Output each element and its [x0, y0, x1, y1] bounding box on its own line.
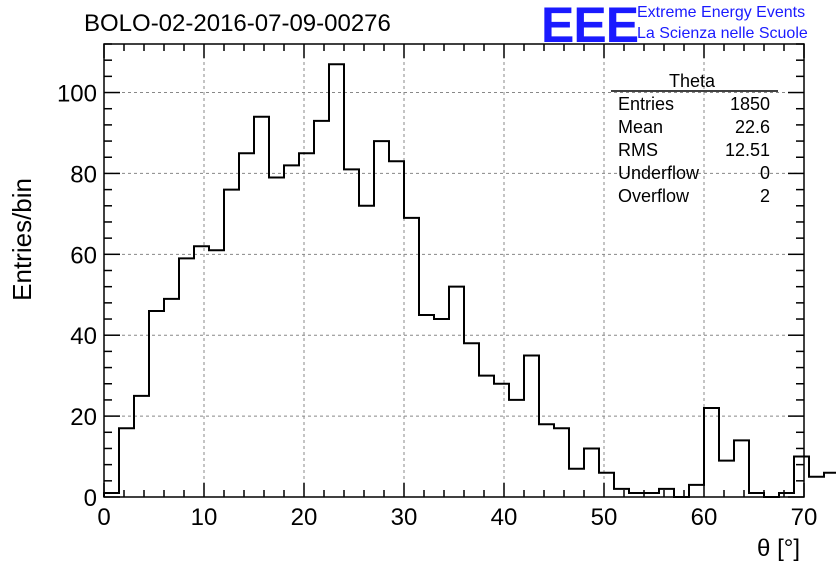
stats-value: 0	[760, 163, 770, 183]
histogram-bin	[809, 477, 824, 497]
stats-label: Mean	[618, 117, 663, 137]
y-tick-label: 80	[70, 161, 97, 188]
histogram-bin	[134, 396, 149, 497]
x-axis-label: θ [°]	[757, 535, 800, 562]
y-tick-label: 40	[70, 323, 97, 350]
x-tick-label: 50	[591, 504, 618, 531]
histogram-bins	[104, 64, 836, 497]
histogram-bin	[659, 489, 674, 497]
x-tick-label: 20	[291, 504, 318, 531]
histogram-bin	[494, 384, 509, 497]
histogram-bin	[209, 250, 224, 497]
axis-ticks	[103, 43, 805, 498]
y-tick-label: 60	[70, 242, 97, 269]
histogram-bin	[554, 428, 569, 497]
y-axis-label: Entries/bin	[7, 178, 37, 301]
histogram-bin	[419, 315, 434, 497]
logo-line-2: La Scienza nelle Scuole	[637, 25, 808, 42]
eee-logo: EEE	[541, 0, 639, 53]
stats-value: 22.6	[735, 117, 770, 137]
x-tick-label: 0	[97, 504, 110, 531]
histogram-bin	[269, 177, 284, 497]
x-tick-label: 60	[691, 504, 718, 531]
histogram-bin	[689, 485, 704, 497]
histogram-bin	[284, 165, 299, 497]
histogram-bin	[704, 408, 719, 497]
histogram-bin	[164, 299, 179, 497]
logo-line-1: Extreme Energy Events	[637, 4, 806, 21]
histogram-bin	[539, 424, 554, 497]
histogram-bin	[359, 206, 374, 497]
histogram-bin	[524, 355, 539, 497]
histogram-bin	[824, 473, 836, 497]
histogram-bin	[119, 428, 134, 497]
histogram-bin	[179, 258, 194, 497]
histogram-bin	[344, 169, 359, 497]
y-tick-label: 0	[84, 485, 97, 512]
chart-title: BOLO-02-2016-07-09-00276	[84, 10, 391, 37]
histogram-outline	[103, 63, 836, 498]
histogram-bin	[614, 489, 629, 497]
histogram-bin	[224, 190, 239, 497]
stats-label: Underflow	[618, 163, 700, 183]
histogram-bin	[374, 141, 389, 497]
histogram-bin	[509, 400, 524, 497]
stats-label: RMS	[618, 140, 658, 160]
stats-value: 12.51	[725, 140, 770, 160]
x-tick-label: 70	[791, 504, 818, 531]
histogram-bin	[569, 469, 584, 497]
y-tick-label: 100	[57, 81, 97, 108]
stats-value: 2	[760, 186, 770, 206]
histogram-bin	[239, 153, 254, 497]
histogram-bin	[449, 287, 464, 497]
stats-box: Theta Entries 1850 Mean 22.6 RMS 12.51 Underfl…	[611, 71, 778, 206]
stats-label: Overflow	[618, 186, 690, 206]
x-tick-label: 30	[391, 504, 418, 531]
histogram-bin	[584, 448, 599, 497]
histogram-bin	[464, 343, 479, 497]
x-tick-label: 40	[491, 504, 518, 531]
histogram-bin	[314, 121, 329, 497]
y-tick-label: 20	[70, 404, 97, 431]
histogram-bin	[389, 161, 404, 497]
histogram-bin	[149, 311, 164, 497]
histogram-bin	[734, 440, 749, 497]
stats-value: 1850	[730, 94, 770, 114]
stats-label: Entries	[618, 94, 674, 114]
histogram-bin	[479, 376, 494, 497]
stats-box-title: Theta	[669, 71, 716, 91]
histogram-bin	[599, 473, 614, 497]
histogram-bin	[404, 218, 419, 497]
histogram-bin	[719, 461, 734, 497]
x-tick-label: 10	[191, 504, 218, 531]
plot-frame	[103, 43, 805, 498]
histogram-bin	[194, 246, 209, 497]
histogram-bin	[299, 153, 314, 497]
grid-lines	[104, 44, 804, 497]
histogram-bin	[434, 319, 449, 497]
histogram-bin	[329, 64, 344, 497]
histogram-bin	[794, 457, 809, 497]
